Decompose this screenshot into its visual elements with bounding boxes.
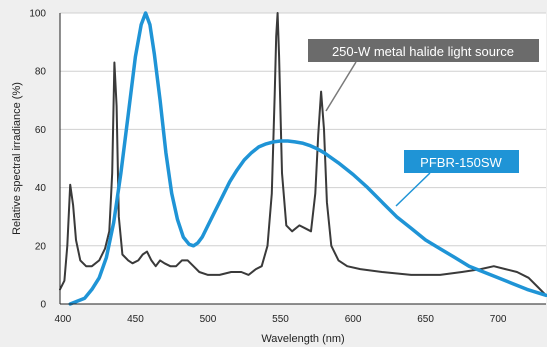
- metal-halide-label: 250-W metal halide light source: [332, 44, 514, 59]
- callouts: 250-W metal halide light source PFBR-150…: [308, 39, 539, 207]
- metal-halide-series-line: [59, 12, 547, 297]
- x-tick-label: 500: [200, 314, 217, 325]
- y-tick-label: 100: [29, 9, 46, 20]
- metal-halide-leader-line: [325, 61, 357, 112]
- y-tick-label: 0: [40, 300, 46, 311]
- x-tick-label: 450: [127, 314, 144, 325]
- x-tick-label: 600: [345, 314, 362, 325]
- x-tick-label: 650: [417, 314, 434, 325]
- pfbr-leader-line: [395, 172, 431, 207]
- pfbr-label-box: [404, 150, 519, 173]
- series-layer: [59, 11, 547, 306]
- tick-labels: 0 20 40 60 80 100 400 450 500 550 600 650 700: [29, 9, 507, 326]
- metal-halide-label-box: [308, 39, 539, 62]
- y-axis-title: Relative spectral irradiance (%): [11, 82, 23, 235]
- x-tick-label: 550: [272, 314, 289, 325]
- x-axis-title: Wavelength (nm): [261, 333, 344, 345]
- pfbr-label: PFBR-150SW: [420, 155, 502, 170]
- y-tick-label: 80: [35, 67, 47, 78]
- axes: [59, 13, 546, 305]
- x-tick-label: 700: [490, 314, 507, 325]
- x-tick-label: 400: [55, 314, 72, 325]
- y-tick-label: 20: [35, 241, 47, 252]
- grid-lines: [60, 12, 546, 247]
- pfbr-series-line: [68, 11, 547, 306]
- y-tick-label: 60: [35, 125, 47, 136]
- y-tick-label: 40: [35, 183, 47, 194]
